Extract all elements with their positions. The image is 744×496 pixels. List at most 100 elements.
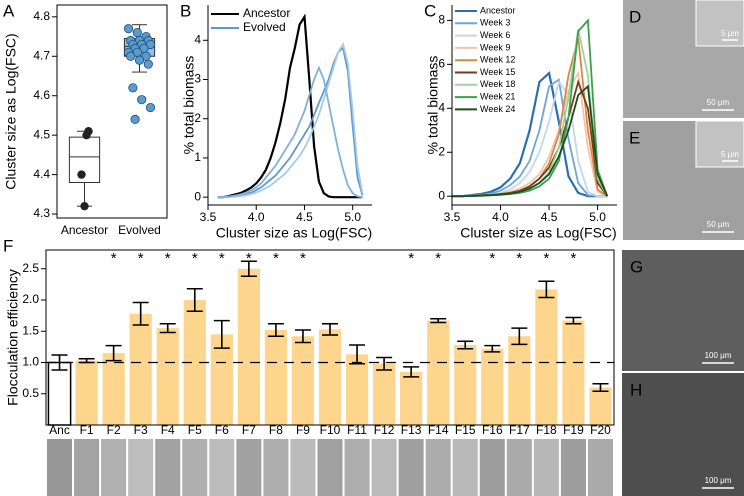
legend-label: Week 15 — [480, 67, 515, 77]
x-tick-label: F11 — [347, 423, 367, 437]
bar — [535, 289, 558, 425]
bar — [508, 336, 531, 425]
x-tick-label: Anc — [49, 423, 70, 437]
y-tick-label: 2 — [438, 144, 445, 158]
y-tick-label: 8 — [438, 13, 445, 27]
bar — [102, 353, 125, 425]
micrograph — [560, 439, 586, 496]
y-tick-label: 4 — [194, 32, 201, 46]
bar — [75, 360, 98, 425]
significance-star: * — [571, 250, 577, 267]
micrograph — [182, 439, 208, 496]
inset — [695, 120, 744, 168]
bar — [129, 313, 152, 425]
y-tick-label: 4.3 — [33, 206, 50, 220]
significance-star: * — [435, 250, 441, 267]
significance-star: * — [543, 250, 549, 267]
x-tick-label: 3.5 — [444, 210, 461, 224]
x-axis-label: Cluster size as Log(FSC) — [460, 225, 616, 241]
y-tick-label: 3 — [194, 72, 201, 86]
x-tick-label: Ancestor — [61, 223, 108, 237]
y-tick-label: 4 — [438, 100, 445, 114]
micrograph — [452, 439, 478, 496]
bar — [183, 300, 206, 425]
data-point — [134, 55, 145, 65]
significance-star: * — [111, 250, 117, 267]
legend-label: Week 9 — [480, 42, 510, 52]
legend-label: Ancestor — [480, 5, 516, 15]
x-tick-label: 5.0 — [589, 210, 606, 224]
bar — [264, 330, 287, 425]
significance-star: * — [165, 250, 171, 267]
inset — [695, 0, 744, 47]
x-tick-label: F18 — [536, 423, 557, 437]
micrograph — [74, 439, 100, 496]
panel-label: D — [629, 7, 641, 26]
bar — [400, 371, 423, 425]
scale-label: 5 μm — [721, 29, 739, 38]
x-tick-label: F6 — [215, 423, 229, 437]
x-tick-label: F10 — [320, 423, 341, 437]
data-point — [145, 102, 156, 113]
x-axis-label: Cluster size as Log(FSC) — [216, 225, 372, 241]
micrograph — [533, 439, 559, 496]
y-tick-label: 1.5 — [22, 323, 39, 337]
legend-label: Week 3 — [480, 18, 510, 28]
scale-label: 50 μm — [707, 98, 730, 107]
data-point — [82, 130, 91, 140]
x-tick-label: 5.0 — [344, 210, 361, 224]
x-tick-label: Evolved — [118, 223, 161, 237]
series-line — [217, 41, 364, 199]
data-point — [80, 201, 89, 211]
x-tick-label: F2 — [107, 423, 121, 437]
y-tick-label: 4.5 — [33, 127, 50, 141]
frame — [56, 4, 168, 219]
significance-star: * — [138, 250, 144, 267]
significance-star: * — [489, 250, 495, 267]
x-tick-label: F20 — [590, 423, 611, 437]
micrograph — [236, 439, 262, 496]
bar — [427, 320, 450, 425]
bar — [210, 334, 233, 425]
micrograph — [622, 250, 744, 371]
x-tick-label: 4.0 — [248, 210, 265, 224]
y-tick-label: 0 — [194, 189, 201, 203]
x-tick-label: F5 — [188, 423, 202, 437]
bar — [237, 268, 260, 425]
series-line — [452, 18, 609, 198]
significance-star: * — [246, 250, 252, 267]
y-tick-label: 4.4 — [33, 167, 50, 181]
micrograph — [344, 439, 370, 496]
legend-label: Evolved — [243, 20, 286, 34]
frame — [45, 249, 615, 426]
significance-star: * — [219, 250, 225, 267]
data-point — [77, 170, 86, 179]
y-axis-label: % total biomass — [425, 56, 441, 155]
y-tick-label: 1 — [194, 150, 201, 164]
y-tick-label: 2 — [194, 111, 201, 125]
legend-label: Ancestor — [243, 6, 290, 20]
legend-label: Week 18 — [480, 79, 515, 89]
panel-label: B — [180, 1, 191, 20]
panel-label: C — [424, 1, 436, 20]
panel-label: E — [629, 128, 640, 147]
y-tick-label: 4.6 — [33, 88, 50, 102]
micrograph — [47, 439, 73, 496]
significance-star: * — [300, 250, 306, 267]
bar — [156, 328, 179, 425]
micrograph — [506, 439, 532, 496]
micrograph — [317, 439, 343, 496]
legend-label: Week 6 — [480, 30, 510, 40]
significance-star: * — [192, 250, 198, 267]
scale-label: 50 μm — [707, 220, 730, 229]
bar — [454, 345, 477, 425]
y-axis-label: Flocculation efficiency — [5, 269, 21, 406]
y-tick-label: 0 — [438, 188, 445, 202]
bar — [562, 320, 585, 425]
x-tick-label: F4 — [161, 423, 175, 437]
micrograph — [209, 439, 235, 496]
bar — [481, 348, 504, 425]
x-tick-label: F16 — [482, 423, 503, 437]
data-point — [132, 28, 142, 38]
